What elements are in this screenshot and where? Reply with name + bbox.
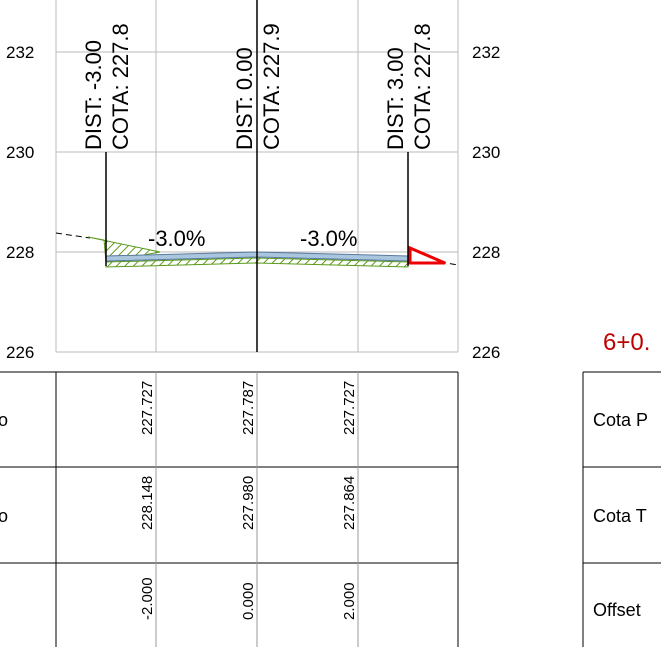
- y-label: 230: [6, 143, 34, 162]
- dist: DIST: 0.00: [232, 47, 257, 150]
- point-labels: DIST: -3.00 COTA: 227.8 DIST: 0.00 COTA:…: [81, 23, 435, 251]
- cell: 0.000: [240, 582, 257, 620]
- row-label: o: [0, 506, 8, 526]
- table-values: 227.727 227.787 227.727 228.148 227.980 …: [139, 381, 358, 620]
- slope: -3.0%: [300, 226, 357, 251]
- cell: 227.864: [341, 476, 358, 530]
- cota: COTA: 227.8: [410, 23, 435, 150]
- fill-slope: [408, 245, 446, 265]
- y-label: 232: [6, 43, 34, 62]
- y-label: 228: [6, 243, 34, 262]
- cell: 227.787: [240, 381, 257, 435]
- table-lines: [0, 371, 661, 647]
- y-label: 226: [6, 343, 34, 362]
- cell: 2.000: [341, 582, 358, 620]
- cell: 228.148: [139, 476, 156, 530]
- cell: -2.000: [139, 577, 156, 620]
- dist: DIST: -3.00: [81, 40, 106, 150]
- y-label: 228: [472, 243, 500, 262]
- row-labels: o o Cota P Cota T Offset: [0, 410, 648, 620]
- cota: COTA: 227.9: [259, 23, 284, 150]
- axis-labels: 232 230 228 226 232 230 228 226: [6, 43, 500, 362]
- station: 6+0.: [603, 329, 650, 356]
- y-label: 226: [472, 343, 500, 362]
- point-lines: [105, 0, 409, 352]
- row-label: Cota P: [593, 410, 648, 430]
- row-label: o: [0, 410, 8, 430]
- cota: COTA: 227.8: [108, 23, 133, 150]
- cell: 227.727: [139, 381, 156, 435]
- row-label: Offset: [593, 600, 641, 620]
- dist: DIST: 3.00: [383, 47, 408, 150]
- row-label: Cota T: [593, 506, 647, 526]
- slope: -3.0%: [148, 226, 205, 251]
- cell: 227.727: [341, 381, 358, 435]
- y-label: 232: [472, 43, 500, 62]
- y-label: 230: [472, 143, 500, 162]
- cell: 227.980: [240, 476, 257, 530]
